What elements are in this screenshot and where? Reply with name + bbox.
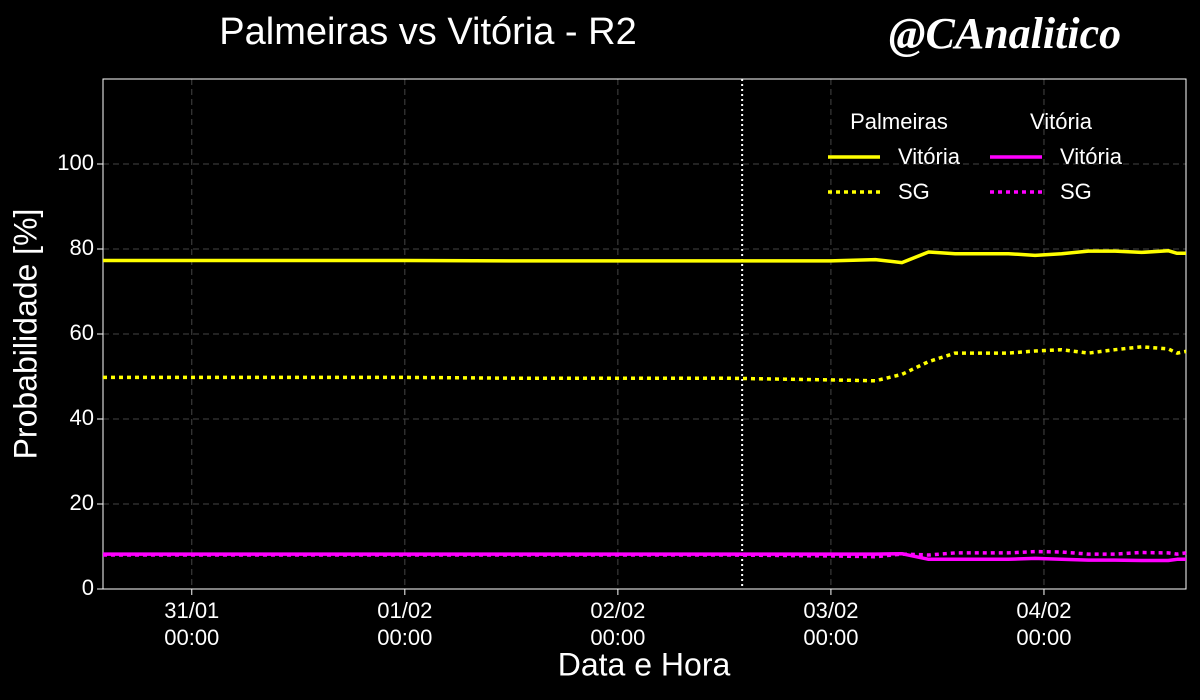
- watermark: @CAnalitico: [889, 9, 1121, 58]
- legend-label: Vitória: [1060, 144, 1123, 169]
- y-axis-label: Probabilidade [%]: [7, 209, 43, 460]
- x-tick-label: 01/02 00:00: [377, 598, 433, 650]
- y-tick-label: 100: [57, 150, 94, 175]
- plot-frame: [102, 78, 1187, 590]
- legend-label: Vitória: [898, 144, 961, 169]
- legend-label: SG: [898, 179, 930, 204]
- y-tick-label: 20: [70, 490, 94, 515]
- x-tick-label: 02/02 00:00: [590, 598, 646, 650]
- chart-title: Palmeiras vs Vitória - R2: [219, 11, 636, 53]
- y-tick-label: 0: [82, 575, 94, 600]
- x-tick-label: 03/02 00:00: [803, 598, 859, 650]
- x-axis-label: Data e Hora: [558, 646, 731, 682]
- x-tick-label: 31/01 00:00: [164, 598, 220, 650]
- y-tick-label: 40: [70, 405, 94, 430]
- legend-label: SG: [1060, 179, 1092, 204]
- legend-group-title: Vitória: [1030, 109, 1093, 134]
- line-series: [103, 549, 1187, 559]
- line-series: [103, 345, 1187, 383]
- line-series: [103, 248, 1186, 265]
- y-tick-label: 60: [70, 320, 94, 345]
- x-tick-label: 04/02 00:00: [1016, 598, 1072, 650]
- y-tick-label: 80: [70, 235, 94, 260]
- legend-group-title: Palmeiras: [850, 109, 948, 134]
